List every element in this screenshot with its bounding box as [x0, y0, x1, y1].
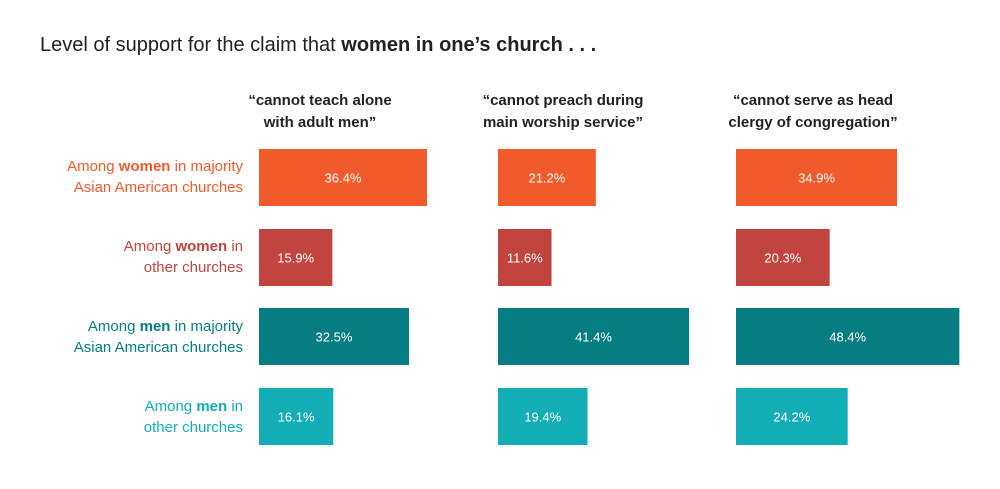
chart-title: Level of support for the claim that wome…: [40, 34, 596, 57]
bar-men-other-teach: [259, 388, 334, 445]
panel-header-clergy: “cannot serve as head clergy of congrega…: [693, 90, 933, 134]
bar-men-asian-preach: [498, 308, 690, 365]
bar-women-other-clergy: [736, 229, 830, 286]
bar-women-other-teach: [259, 229, 333, 286]
bar-label-men-asian-clergy: 48.4%: [829, 330, 866, 345]
bar-label-women-other-teach: 15.9%: [277, 251, 314, 266]
bar-label-men-asian-preach: 41.4%: [575, 330, 612, 345]
panel-header-preach-line2: main worship service”: [482, 114, 644, 131]
chart-title-plain: Level of support for the claim that: [40, 34, 342, 56]
row-label-men-other: Among men in other churches: [143, 398, 243, 436]
bar-label-women-asian-teach: 36.4%: [325, 171, 362, 186]
bar-label-women-other-preach: 11.6%: [507, 251, 543, 266]
row-label-men-asian: Among men in majority Asian American chu…: [73, 318, 243, 356]
bar-men-asian-clergy: [736, 308, 960, 365]
panel-header-teach: “cannot teach alone with adult men”: [200, 90, 440, 134]
panel-header-teach-line1: “cannot teach alone: [248, 92, 392, 109]
panel-header-preach: “cannot preach during main worship servi…: [443, 90, 683, 134]
panel-header-clergy-line2: clergy of congregation”: [728, 114, 898, 131]
bar-label-men-other-teach: 16.1%: [278, 410, 315, 425]
bar-label-women-other-clergy: 20.3%: [764, 251, 801, 266]
bar-label-women-asian-clergy: 34.9%: [798, 171, 835, 186]
panel-header-preach-line1: “cannot preach during: [482, 92, 644, 109]
panel-header-clergy-line1: “cannot serve as head: [732, 92, 894, 109]
bar-label-men-other-clergy: 24.2%: [773, 410, 810, 425]
bar-label-men-asian-teach: 32.5%: [316, 330, 353, 345]
panel-header-teach-line2: with adult men”: [263, 114, 377, 131]
bar-men-other-preach: [498, 388, 588, 445]
bar-label-women-asian-preach: 21.2%: [528, 171, 565, 186]
bar-women-asian-teach: [259, 149, 427, 206]
bar-men-asian-teach: [259, 308, 409, 365]
row-label-women-other: Among women in other churches: [123, 238, 243, 276]
chart-title-bold: women in one’s church . . .: [341, 34, 597, 56]
bar-women-asian-preach: [498, 149, 596, 206]
row-label-women-asian: Among women in majority Asian American c…: [67, 158, 243, 196]
bar-men-other-clergy: [736, 388, 848, 445]
bar-label-men-other-preach: 19.4%: [524, 410, 561, 425]
bar-women-other-preach: [498, 229, 552, 286]
bar-women-asian-clergy: [736, 149, 898, 206]
